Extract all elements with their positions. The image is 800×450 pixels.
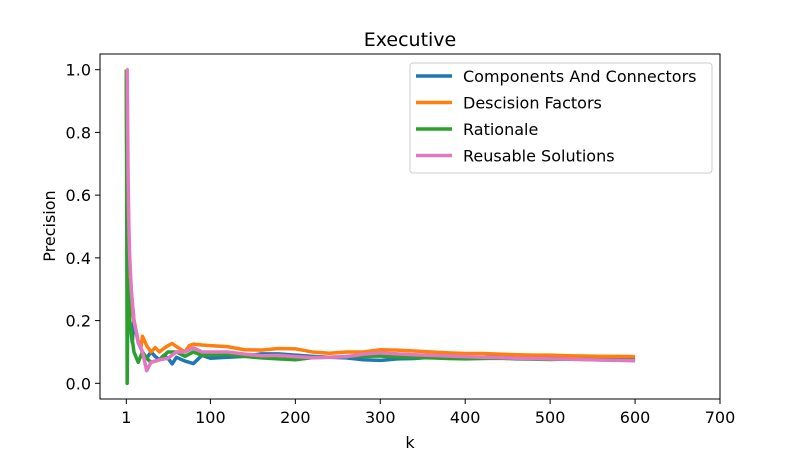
y-tick-label-5: 1.0 (66, 61, 91, 80)
y-axis-label: Precision (40, 190, 59, 261)
x-tick-label-0: 1 (121, 408, 131, 427)
y-tick-label-3: 0.6 (66, 186, 91, 205)
legend-label-0: Components And Connectors (463, 67, 697, 86)
series-layer (124, 67, 636, 386)
legend-frame (409, 62, 713, 174)
legend-label-3: Reusable Solutions (463, 147, 615, 166)
x-tick-label-5: 500 (535, 408, 566, 427)
x-tick-label-6: 600 (620, 408, 651, 427)
y-tick-label-4: 0.8 (66, 123, 91, 142)
y-tick-label-1: 0.2 (66, 312, 91, 331)
x-axis-label: k (405, 433, 415, 450)
x-tick-label-1: 100 (195, 408, 226, 427)
x-tick-label-7: 700 (705, 408, 736, 427)
x-tick-label-2: 200 (280, 408, 311, 427)
y-axis: 0.0 0.2 0.4 0.6 0.8 1.0 (66, 61, 100, 393)
chart-title: Executive (364, 29, 457, 51)
series-line-3 (125, 67, 636, 373)
legend-label-1: Descision Factors (463, 94, 602, 113)
y-tick-label-0: 0.0 (66, 374, 91, 393)
plot-area-frame (99, 53, 721, 400)
legend: Components And Connectors Descision Facto… (409, 62, 713, 174)
legend-label-2: Rationale (463, 120, 538, 139)
y-tick-label-2: 0.4 (66, 249, 91, 268)
x-tick-label-3: 300 (365, 408, 396, 427)
x-axis: 1 100 200 300 400 500 600 700 (121, 399, 735, 427)
x-tick-label-4: 400 (450, 408, 481, 427)
